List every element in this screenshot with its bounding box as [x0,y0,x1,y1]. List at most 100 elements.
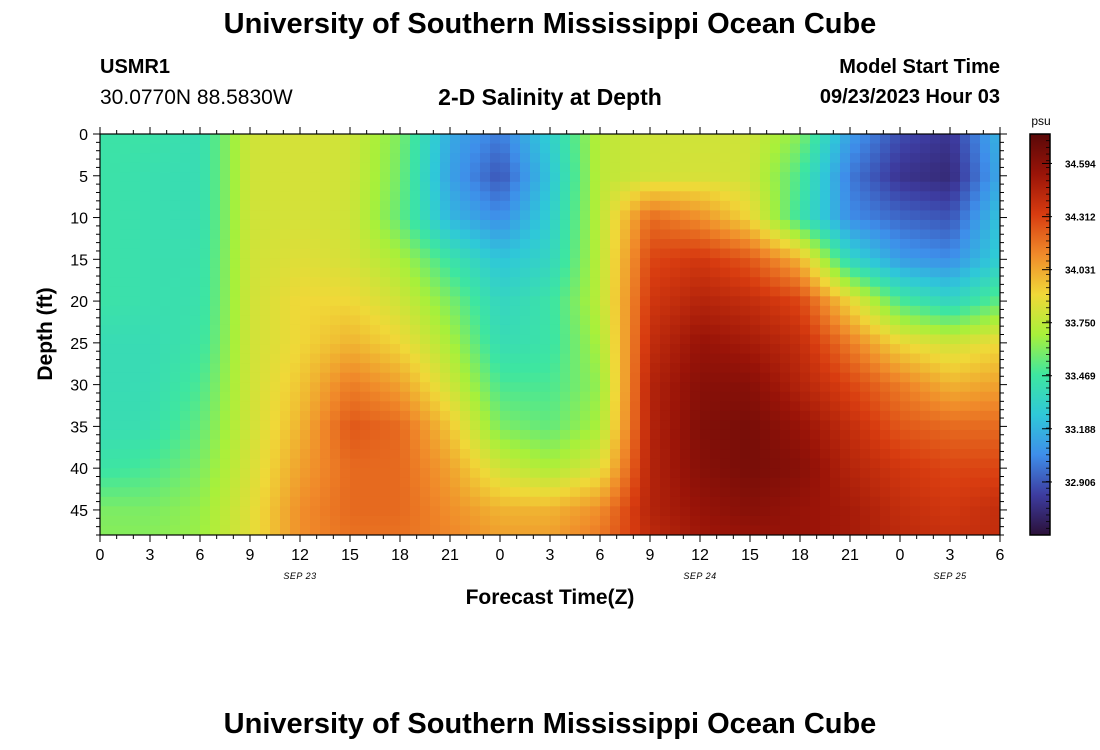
heatmap-cell [360,219,371,231]
heatmap-cell [240,401,251,412]
heatmap-cell [220,134,231,145]
heatmap-cell [980,372,991,383]
heatmap-cell [320,382,331,393]
heatmap-cell [690,449,701,460]
heatmap-cell [180,391,191,402]
heatmap-cell [590,449,601,460]
heatmap-cell [340,353,351,364]
heatmap-cell [520,334,531,345]
heatmap-cell [530,506,541,517]
heatmap-cell [220,153,231,164]
heatmap-cell [870,410,881,422]
heatmap-cell [600,191,611,202]
heatmap-cell [150,353,161,364]
heatmap-cell [910,363,921,374]
heatmap-cell [450,296,461,307]
heatmap-cell [760,458,771,469]
heatmap-cell [750,391,761,402]
heatmap-cell [120,439,131,450]
heatmap-cell [460,324,471,336]
heatmap-cell [560,468,571,479]
heatmap-cell [240,458,251,469]
heatmap-cell [900,420,911,431]
heatmap-cell [600,515,611,527]
heatmap-cell [180,305,191,317]
heatmap-cell [840,353,851,364]
heatmap-cell [250,239,261,250]
heatmap-cell [700,525,711,535]
heatmap-cell [590,324,601,336]
heatmap-cell [210,487,221,498]
heatmap-cell [580,506,591,517]
heatmap-cell [860,181,871,192]
heatmap-cell [780,429,791,441]
heatmap-cell [960,248,971,259]
heatmap-cell [510,143,521,154]
heatmap-cell [930,401,941,412]
heatmap-cell [100,315,111,326]
heatmap-cell [700,239,711,250]
heatmap-cell [420,334,431,345]
heatmap-cell [250,515,261,527]
heatmap-cell [800,429,811,441]
heatmap-cell [210,258,221,269]
heatmap-cell [840,429,851,441]
heatmap-cell [600,372,611,383]
heatmap-cell [680,219,691,231]
heatmap-cell [280,515,291,527]
heatmap-cell [650,324,661,336]
heatmap-cell [850,210,861,221]
heatmap-cell [420,200,431,211]
heatmap-cell [940,153,951,164]
heatmap-cell [130,449,141,460]
heatmap-cell [100,372,111,383]
heatmap-cell [900,191,911,202]
heatmap-cell [660,468,671,479]
heatmap-cell [670,487,681,498]
heatmap-cell [300,401,311,412]
heatmap-cell [170,200,181,211]
heatmap-cell [130,267,141,278]
heatmap-cell [990,410,1000,422]
heatmap-cell [150,429,161,441]
heatmap-cell [190,267,201,278]
heatmap-cell [730,277,741,288]
heatmap-cell [650,210,661,221]
heatmap-cell [880,248,891,259]
heatmap-cell [150,286,161,297]
heatmap-cell [360,401,371,412]
heatmap-cell [790,315,801,326]
heatmap-cell [120,200,131,211]
heatmap-cell [980,401,991,412]
heatmap-cell [120,458,131,469]
heatmap-cell [570,296,581,307]
heatmap-cell [490,382,501,393]
heatmap-cell [270,162,281,173]
heatmap-cell [890,363,901,374]
heatmap-cell [470,258,481,269]
heatmap-cell [140,267,151,278]
heatmap-cell [700,296,711,307]
heatmap-cell [380,200,391,211]
heatmap-cell [930,391,941,402]
heatmap-cell [600,344,611,355]
heatmap-cell [690,420,701,431]
y-tick-label: 15 [70,252,88,269]
heatmap-cell [240,353,251,364]
heatmap-cell [160,315,171,326]
heatmap-cell [370,420,381,431]
heatmap-cell [880,401,891,412]
heatmap-cell [460,286,471,297]
heatmap-cell [910,506,921,517]
heatmap-cell [250,229,261,240]
heatmap-cell [800,401,811,412]
heatmap-cell [660,277,671,288]
heatmap-cell [840,219,851,231]
heatmap-cell [660,334,671,345]
heatmap-cell [290,134,301,145]
heatmap-cell [440,134,451,145]
heatmap-cell [950,229,961,240]
heatmap-cell [190,305,201,317]
heatmap-cell [510,382,521,393]
heatmap-cell [690,468,701,479]
